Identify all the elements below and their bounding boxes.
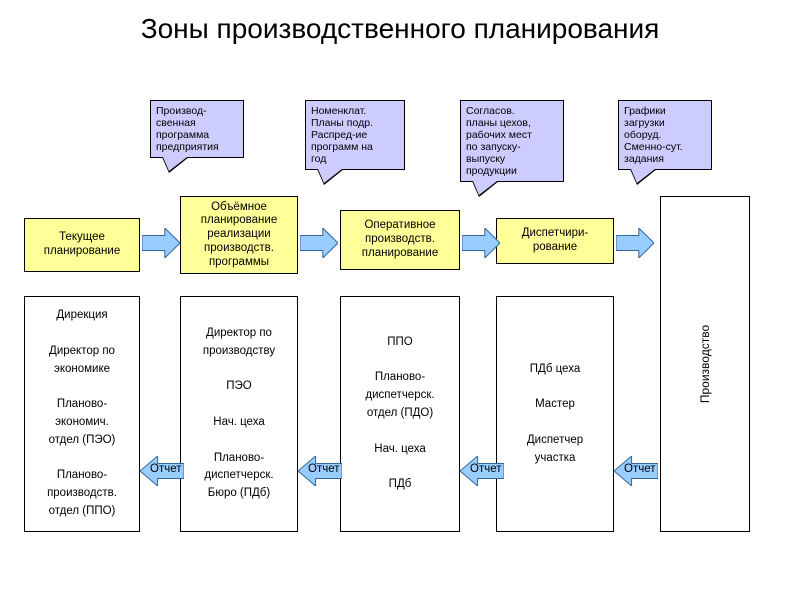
page-title: Зоны производственного планирования: [0, 0, 800, 46]
callout-0: Производ- свенная программа предприятия: [150, 100, 244, 158]
phase-2: Оперативное производств. планирование: [340, 210, 460, 270]
dept-2: ППО Планово- диспетчерск. отдел (ПДО) На…: [340, 296, 460, 532]
dept-3: ПДб цеха Мастер Диспетчер участка: [496, 296, 614, 532]
production-box: Производство: [660, 196, 750, 532]
production-label: Производство: [698, 325, 712, 403]
dept-0: Дирекция Директор по экономике Планово- …: [24, 296, 140, 532]
report-label-3: Отчет: [624, 463, 656, 475]
phase-3: Диспетчири- рование: [496, 218, 614, 264]
callout-1: Номенклат. Планы подр. Распред-ие програ…: [305, 100, 405, 170]
phase-1: Объёмное планирование реализации произво…: [180, 196, 298, 274]
report-label-0: Отчет: [150, 463, 182, 475]
dept-1: Директор по производству ПЭО Нач. цеха П…: [180, 296, 298, 532]
report-label-2: Отчет: [470, 463, 502, 475]
report-label-1: Отчет: [308, 463, 340, 475]
callout-2: Согласов. планы цехов, рабочих мест по з…: [460, 100, 564, 182]
phase-0: Текущее планирование: [24, 218, 140, 272]
callout-3: Графики загрузки оборуд. Сменно-сут. зад…: [618, 100, 712, 170]
